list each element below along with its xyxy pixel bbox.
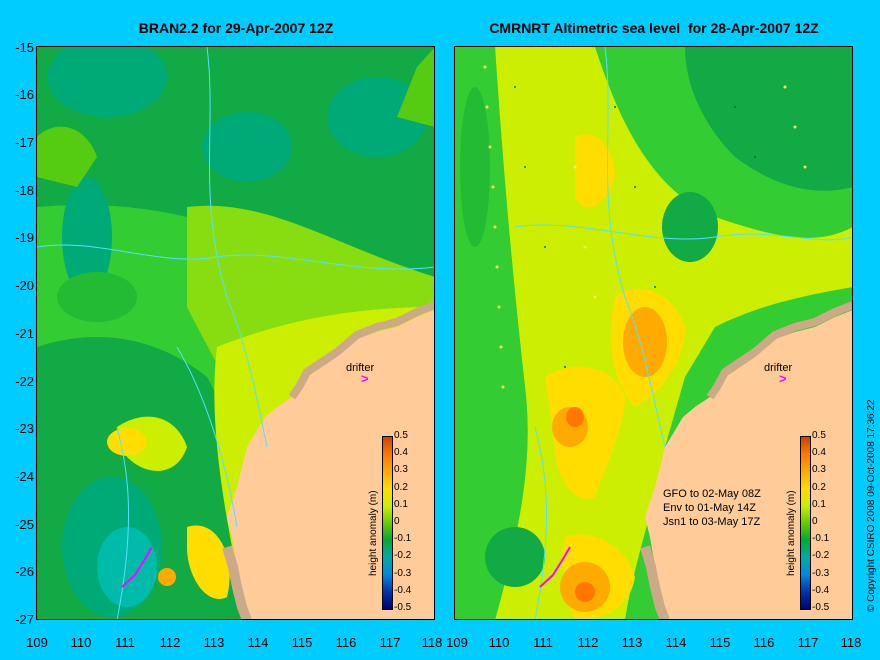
drifter-label-right: drifter	[764, 362, 793, 374]
colorbar-tick: 0.2	[394, 481, 408, 493]
colorbar-tick: -0.1	[394, 533, 412, 545]
x-tick-right: 112	[577, 635, 599, 650]
colorbar-tick: 0	[812, 516, 818, 527]
x-tick-right: 118	[840, 635, 862, 650]
pass-info-gfo: GFO to 02-May 08Z	[663, 488, 761, 500]
colorbar-tick: -0.3	[394, 567, 412, 579]
x-tick-left: 115	[291, 635, 313, 650]
right-panel-title: CMRNRT Altimetric sea level for 28-Apr-2…	[489, 20, 819, 36]
y-tick: -24	[15, 469, 34, 484]
x-tick-left: 109	[26, 635, 48, 650]
colorbar-tick: -0.1	[812, 533, 830, 545]
x-tick-right: 110	[488, 635, 510, 650]
cmrnrt-sea-level-map	[455, 47, 853, 620]
x-tick-right: 114	[665, 635, 687, 650]
drifter-label-left: drifter	[346, 362, 375, 374]
y-tick: -27	[15, 612, 34, 627]
colorbar-tick: 0.5	[394, 430, 408, 441]
y-tick: -25	[15, 517, 34, 532]
colorbar-tick: -0.3	[812, 567, 830, 579]
cmrnrt-map-panel	[455, 47, 853, 620]
colorbar-tick: 0.2	[812, 481, 826, 493]
drifter-marker-icon: >	[361, 371, 369, 386]
colorbar-tick: -0.4	[394, 584, 412, 596]
x-tick-left: 112	[159, 635, 181, 650]
colorbar-tick: -0.5	[394, 602, 412, 613]
y-tick: -20	[15, 278, 34, 293]
colorbar-tick: 0.1	[812, 498, 826, 510]
y-tick: -21	[15, 326, 34, 341]
x-tick-left: 113	[203, 635, 225, 650]
colorbar-right	[800, 436, 811, 610]
y-tick: -18	[15, 183, 34, 198]
x-tick-left: 117	[379, 635, 401, 650]
y-tick: -17	[15, 135, 34, 150]
x-tick-left: 118	[421, 635, 443, 650]
y-tick: -16	[15, 87, 34, 102]
x-tick-right: 117	[797, 635, 819, 650]
left-panel-title: BRAN2.2 for 29-Apr-2007 12Z	[138, 20, 334, 36]
colorbar-tick: 0.3	[812, 464, 826, 476]
colorbar-tick: -0.2	[394, 550, 412, 562]
colorbar-tick: -0.4	[812, 584, 830, 596]
y-tick: -22	[15, 374, 34, 389]
x-tick-right: 111	[533, 635, 553, 650]
x-tick-right: 113	[621, 635, 643, 650]
colorbar-tick: 0.4	[812, 447, 826, 459]
colorbar-label: height anomaly (m)	[786, 490, 797, 576]
colorbar-tick: -0.2	[812, 550, 830, 562]
x-tick-right: 115	[709, 635, 731, 650]
colorbar-label: height anomaly (m)	[368, 490, 379, 576]
colorbar-tick: 0.3	[394, 464, 408, 476]
y-tick: -15	[15, 40, 34, 55]
colorbar-left	[382, 436, 393, 610]
y-tick: -19	[15, 230, 34, 245]
drifter-marker-icon: >	[779, 371, 787, 386]
y-tick: -23	[15, 421, 34, 436]
colorbar-tick: 0.1	[394, 498, 408, 510]
colorbar-tick: 0.4	[394, 447, 408, 459]
x-tick-left: 110	[70, 635, 92, 650]
pass-info-env: Env to 01-May 14Z	[663, 502, 756, 514]
y-tick: -26	[15, 564, 34, 579]
x-tick-right: 109	[446, 635, 468, 650]
copyright-timestamp: © Copyright CSIRO 2008 09-Oct-2008 17:36…	[866, 399, 877, 613]
x-tick-left: 116	[335, 635, 357, 650]
colorbar-tick: 0.5	[812, 430, 826, 441]
bran-sea-level-map	[37, 47, 435, 620]
x-tick-left: 111	[115, 635, 135, 650]
pass-info-jsn1: Jsn1 to 03-May 17Z	[663, 516, 761, 528]
x-tick-right: 116	[753, 635, 775, 650]
bran-map-panel	[37, 47, 435, 620]
colorbar-tick: -0.5	[812, 602, 830, 613]
colorbar-tick: 0	[394, 516, 400, 527]
x-tick-left: 114	[247, 635, 269, 650]
